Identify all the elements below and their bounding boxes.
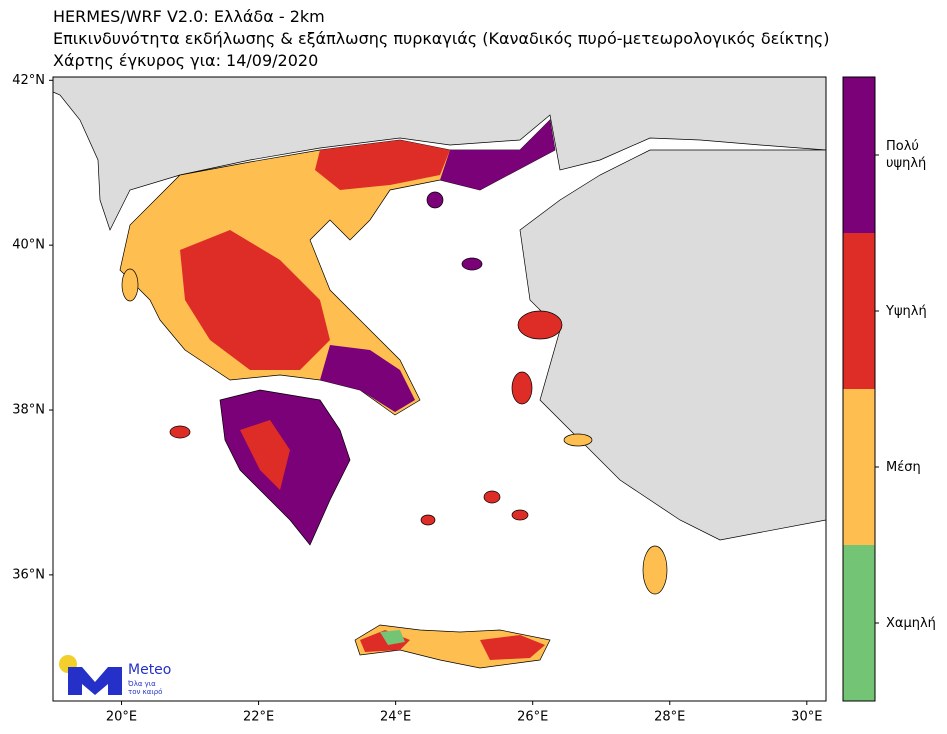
x-tick-label: 26°E xyxy=(517,710,548,725)
region xyxy=(320,345,415,412)
region xyxy=(480,635,545,660)
legend-swatch xyxy=(843,389,875,545)
logo-tagline: Όλα για xyxy=(127,680,156,688)
region xyxy=(180,230,330,370)
region xyxy=(315,140,450,190)
logo-tagline: τον καιρό xyxy=(128,688,162,696)
title-line: Επικινδυνότητα εκδήλωσης & εξάπλωσης πυρ… xyxy=(53,29,830,48)
island xyxy=(517,310,563,340)
y-tick-label: 36°N xyxy=(12,567,45,582)
legend-frame xyxy=(842,76,876,702)
map-frame xyxy=(52,76,827,702)
x-tick-label: 28°E xyxy=(654,710,685,725)
legend-swatch xyxy=(843,545,875,701)
legend-label: Υψηλή xyxy=(886,303,927,319)
island xyxy=(461,257,483,271)
region xyxy=(440,120,555,190)
y-tick-label: 38°N xyxy=(12,403,45,418)
legend-label: Μέση xyxy=(886,459,921,475)
island xyxy=(642,545,668,595)
y-tick-label: 40°N xyxy=(12,238,45,253)
logo-mark xyxy=(68,667,122,695)
legend-swatch xyxy=(843,77,875,233)
island xyxy=(511,371,533,405)
title-line: Χάρτης έγκυρος για: 14/09/2020 xyxy=(53,51,319,70)
legend-label: Χαμηλή xyxy=(886,615,936,631)
region xyxy=(380,630,405,645)
legend-swatch xyxy=(843,233,875,389)
title-line: HERMES/WRF V2.0: Ελλάδα - 2km xyxy=(53,7,325,26)
x-tick-label: 20°E xyxy=(106,710,137,725)
land-north xyxy=(53,77,826,231)
x-tick-label: 30°E xyxy=(791,710,822,725)
region xyxy=(240,420,290,490)
y-tick-label: 42°N xyxy=(12,73,45,88)
island xyxy=(511,509,529,521)
island xyxy=(121,268,139,302)
island xyxy=(420,514,436,526)
island xyxy=(483,490,501,504)
island xyxy=(169,425,191,439)
legend-label: Πολύ υψηλή xyxy=(886,139,927,171)
logo-name: Meteo xyxy=(128,662,171,678)
island xyxy=(563,433,593,447)
x-tick-label: 24°E xyxy=(380,710,411,725)
x-tick-label: 22°E xyxy=(243,710,274,725)
island xyxy=(426,191,444,209)
